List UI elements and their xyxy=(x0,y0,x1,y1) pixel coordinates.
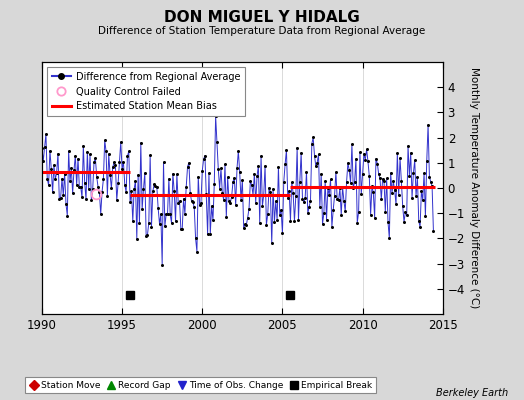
Text: Berkeley Earth: Berkeley Earth xyxy=(436,388,508,398)
Text: Difference of Station Temperature Data from Regional Average: Difference of Station Temperature Data f… xyxy=(99,26,425,36)
Legend: Station Move, Record Gap, Time of Obs. Change, Empirical Break: Station Move, Record Gap, Time of Obs. C… xyxy=(26,377,376,394)
Legend: Difference from Regional Average, Quality Control Failed, Estimated Station Mean: Difference from Regional Average, Qualit… xyxy=(47,67,245,116)
Text: DON MIGUEL Y HIDALG: DON MIGUEL Y HIDALG xyxy=(164,10,360,25)
Y-axis label: Monthly Temperature Anomaly Difference (°C): Monthly Temperature Anomaly Difference (… xyxy=(469,67,479,309)
